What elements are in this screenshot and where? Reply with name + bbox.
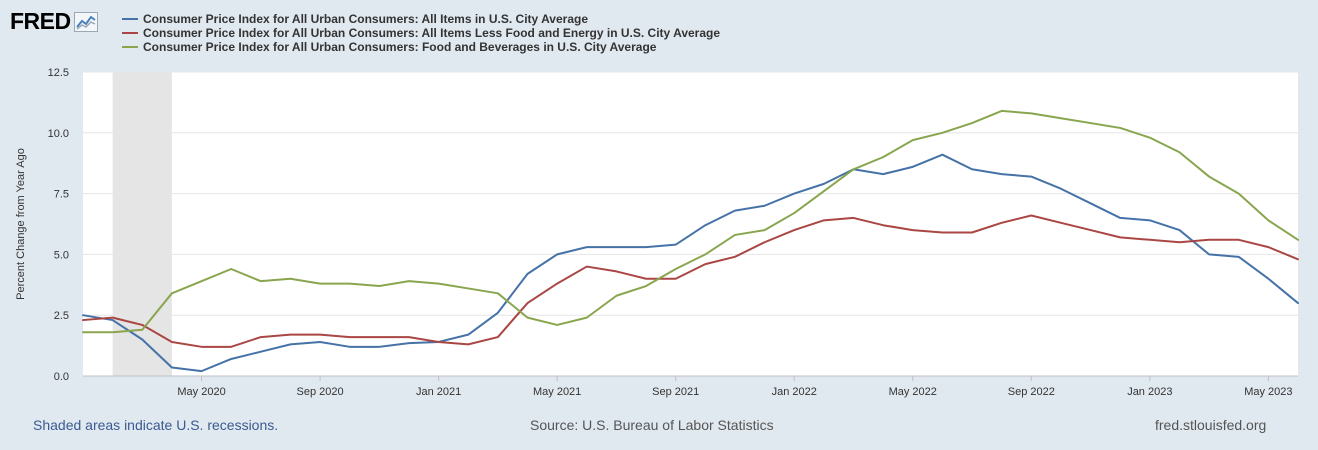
x-tick-label: Sep 2020	[297, 386, 344, 398]
logo-text: FRED	[10, 8, 71, 34]
line-chart: 0.0 2.5 5.0 7.5 10.0 12.5 May 2020 Sep 2020 Jan …	[15, 67, 1299, 398]
legend-swatch	[122, 46, 138, 48]
x-tick-label: Jan 2023	[1127, 386, 1172, 398]
legend-swatch	[122, 32, 138, 34]
series-line-1	[82, 153, 1299, 373]
legend-item[interactable]: Consumer Price Index for All Urban Consu…	[122, 26, 720, 40]
fred-logo[interactable]: FRED	[10, 8, 98, 35]
legend-swatch	[122, 18, 138, 20]
site-link[interactable]: fred.stlouisfed.org	[1155, 417, 1267, 433]
series-line-3	[82, 109, 1299, 334]
x-tick-label: Sep 2022	[1008, 386, 1055, 398]
y-tick-label: 2.5	[54, 310, 69, 322]
y-tick-label: 7.5	[54, 189, 69, 201]
series-line-2	[82, 214, 1299, 348]
source-note: Source: U.S. Bureau of Labor Statistics	[530, 417, 774, 433]
x-tick-label: May 2021	[533, 386, 581, 398]
x-tick-label: Jan 2022	[772, 386, 817, 398]
x-tick-label: Jan 2021	[416, 386, 461, 398]
y-axis-label: Percent Change from Year Ago	[15, 148, 27, 300]
chart-legend: Consumer Price Index for All Urban Consu…	[122, 12, 720, 54]
legend-label: Consumer Price Index for All Urban Consu…	[143, 40, 657, 54]
recession-note: Shaded areas indicate U.S. recessions.	[33, 417, 279, 433]
legend-label: Consumer Price Index for All Urban Consu…	[143, 12, 588, 26]
x-tick-label: May 2023	[1244, 386, 1292, 398]
x-tick-label: Sep 2021	[652, 386, 699, 398]
y-tick-label: 0.0	[54, 371, 69, 383]
legend-label: Consumer Price Index for All Urban Consu…	[143, 26, 721, 40]
x-tick-label: May 2022	[889, 386, 937, 398]
y-tick-label: 10.0	[48, 128, 69, 140]
y-tick-label: 12.5	[48, 67, 69, 79]
legend-item[interactable]: Consumer Price Index for All Urban Consu…	[122, 40, 720, 54]
y-tick-label: 5.0	[54, 249, 69, 261]
x-tick-label: May 2020	[177, 386, 225, 398]
legend-item[interactable]: Consumer Price Index for All Urban Consu…	[122, 12, 720, 26]
fred-graph-icon	[73, 11, 98, 32]
plot-area	[83, 72, 1298, 376]
